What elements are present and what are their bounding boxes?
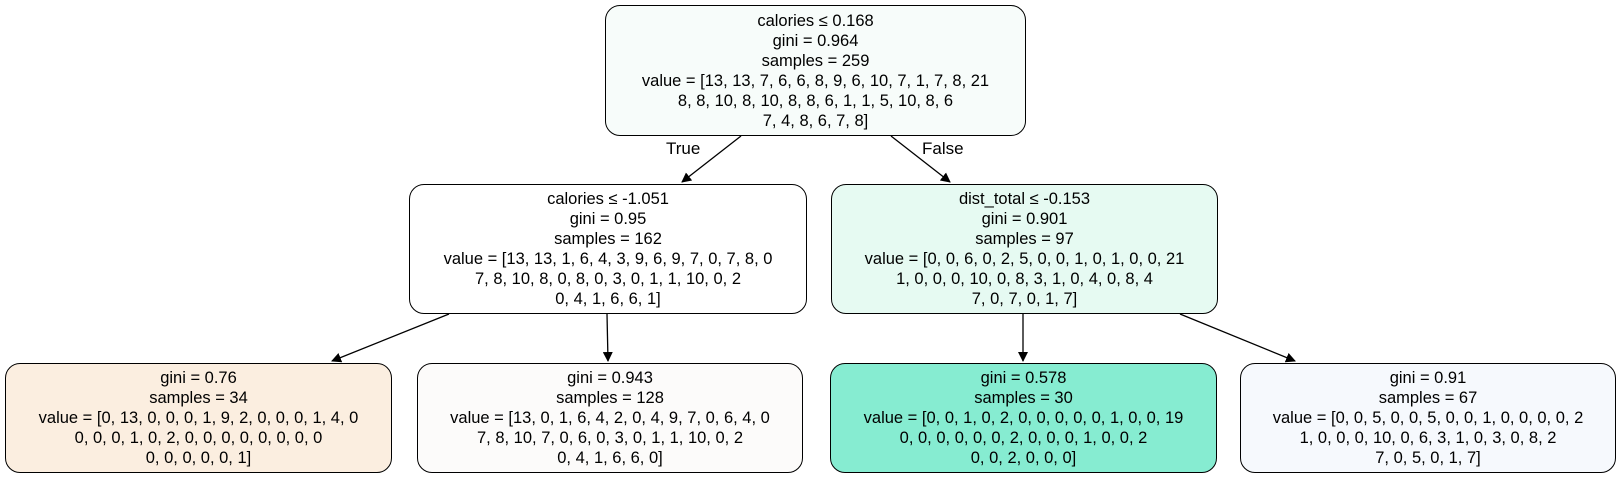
tree-leaf-1: gini = 0.76 samples = 34 value = [0, 13,… [5,363,392,473]
tree-node-root: calories ≤ 0.168 gini = 0.964 samples = … [605,5,1026,136]
value-array-line: 0, 0, 0, 0, 0, 1] [145,449,252,467]
value-array-line: 7, 8, 10, 7, 0, 6, 0, 3, 0, 1, 1, 10, 0,… [476,429,743,447]
split-condition: calories ≤ 0.168 [757,11,874,30]
samples-count: samples = 30 [974,389,1073,407]
gini-value: gini = 0.578 [980,369,1067,387]
value-array-line: 0, 0, 0, 0, 0, 0, 2, 0, 0, 0, 1, 0, 0, 2 [899,429,1148,447]
value-array-line: 0, 4, 1, 6, 6, 1] [555,290,661,308]
value-array-line: 0, 4, 1, 6, 6, 0] [557,449,663,467]
gini-value: gini = 0.943 [567,369,653,387]
value-array-line: value = [0, 0, 5, 0, 0, 5, 0, 0, 1, 0, 0… [1272,409,1584,427]
tree-leaf-2: gini = 0.943 samples = 128 value = [13, … [417,363,803,473]
samples-count: samples = 34 [149,389,248,407]
samples-count: samples = 97 [975,230,1074,248]
tree-leaf-3: gini = 0.578 samples = 30 value = [0, 0,… [830,363,1217,473]
value-array-line: value = [13, 13, 7, 6, 6, 8, 9, 6, 10, 7… [641,71,990,90]
value-array-line: 7, 0, 7, 0, 1, 7] [971,290,1078,308]
value-array-line: 1, 0, 0, 0, 10, 0, 8, 3, 1, 0, 4, 0, 8, … [896,270,1153,288]
value-array-line: 1, 0, 0, 0, 10, 0, 6, 3, 1, 0, 3, 0, 8, … [1299,429,1557,447]
samples-count: samples = 128 [556,389,664,407]
value-array-line: 8, 8, 10, 8, 10, 8, 8, 6, 1, 1, 5, 10, 8… [677,91,954,110]
value-array-line: 7, 8, 10, 8, 0, 8, 0, 3, 0, 1, 1, 10, 0,… [474,270,741,288]
tree-node-right: dist_total ≤ -0.153 gini = 0.901 samples… [831,184,1218,314]
edge-label-true: True [666,139,701,158]
gini-value: gini = 0.76 [160,369,237,387]
edge-left-to-leaf-1 [331,313,450,363]
value-array-line: value = [13, 13, 1, 6, 4, 3, 9, 6, 9, 7,… [443,250,773,268]
value-array-line: 0, 0, 2, 0, 0, 0] [970,449,1077,467]
samples-count: samples = 259 [761,51,870,70]
split-condition: calories ≤ -1.051 [547,190,669,208]
value-array-line: 7, 0, 5, 0, 1, 7] [1375,449,1481,467]
samples-count: samples = 67 [1378,389,1478,407]
gini-value: gini = 0.901 [981,210,1068,228]
edge-right-to-leaf-4 [1179,313,1296,363]
edge-left-to-leaf-2 [602,313,613,362]
tree-leaf-4: gini = 0.91 samples = 67 value = [0, 0, … [1240,363,1616,473]
split-condition: dist_total ≤ -0.153 [958,190,1091,208]
value-array-line: value = [0, 13, 0, 0, 0, 1, 9, 2, 0, 0, … [38,409,359,427]
edge-root-to-left [681,135,742,183]
gini-value: gini = 0.95 [569,210,647,228]
edge-label-false: False [922,139,964,158]
value-array-line: value = [0, 0, 1, 0, 2, 0, 0, 0, 0, 0, 1… [863,409,1184,427]
gini-value: gini = 0.91 [1389,369,1467,387]
value-array-line: value = [13, 0, 1, 6, 4, 2, 0, 4, 9, 7, … [450,409,770,427]
gini-value: gini = 0.964 [772,31,859,50]
value-array-line: 7, 4, 8, 6, 7, 8] [762,111,869,130]
tree-node-left: calories ≤ -1.051 gini = 0.95 samples = … [409,184,807,314]
value-array-line: 0, 0, 0, 1, 0, 2, 0, 0, 0, 0, 0, 0, 0, 0 [74,429,323,447]
value-array-line: value = [0, 0, 6, 0, 2, 5, 0, 0, 1, 0, 1… [864,250,1185,268]
samples-count: samples = 162 [554,230,662,248]
edge-root-to-right [890,135,951,183]
